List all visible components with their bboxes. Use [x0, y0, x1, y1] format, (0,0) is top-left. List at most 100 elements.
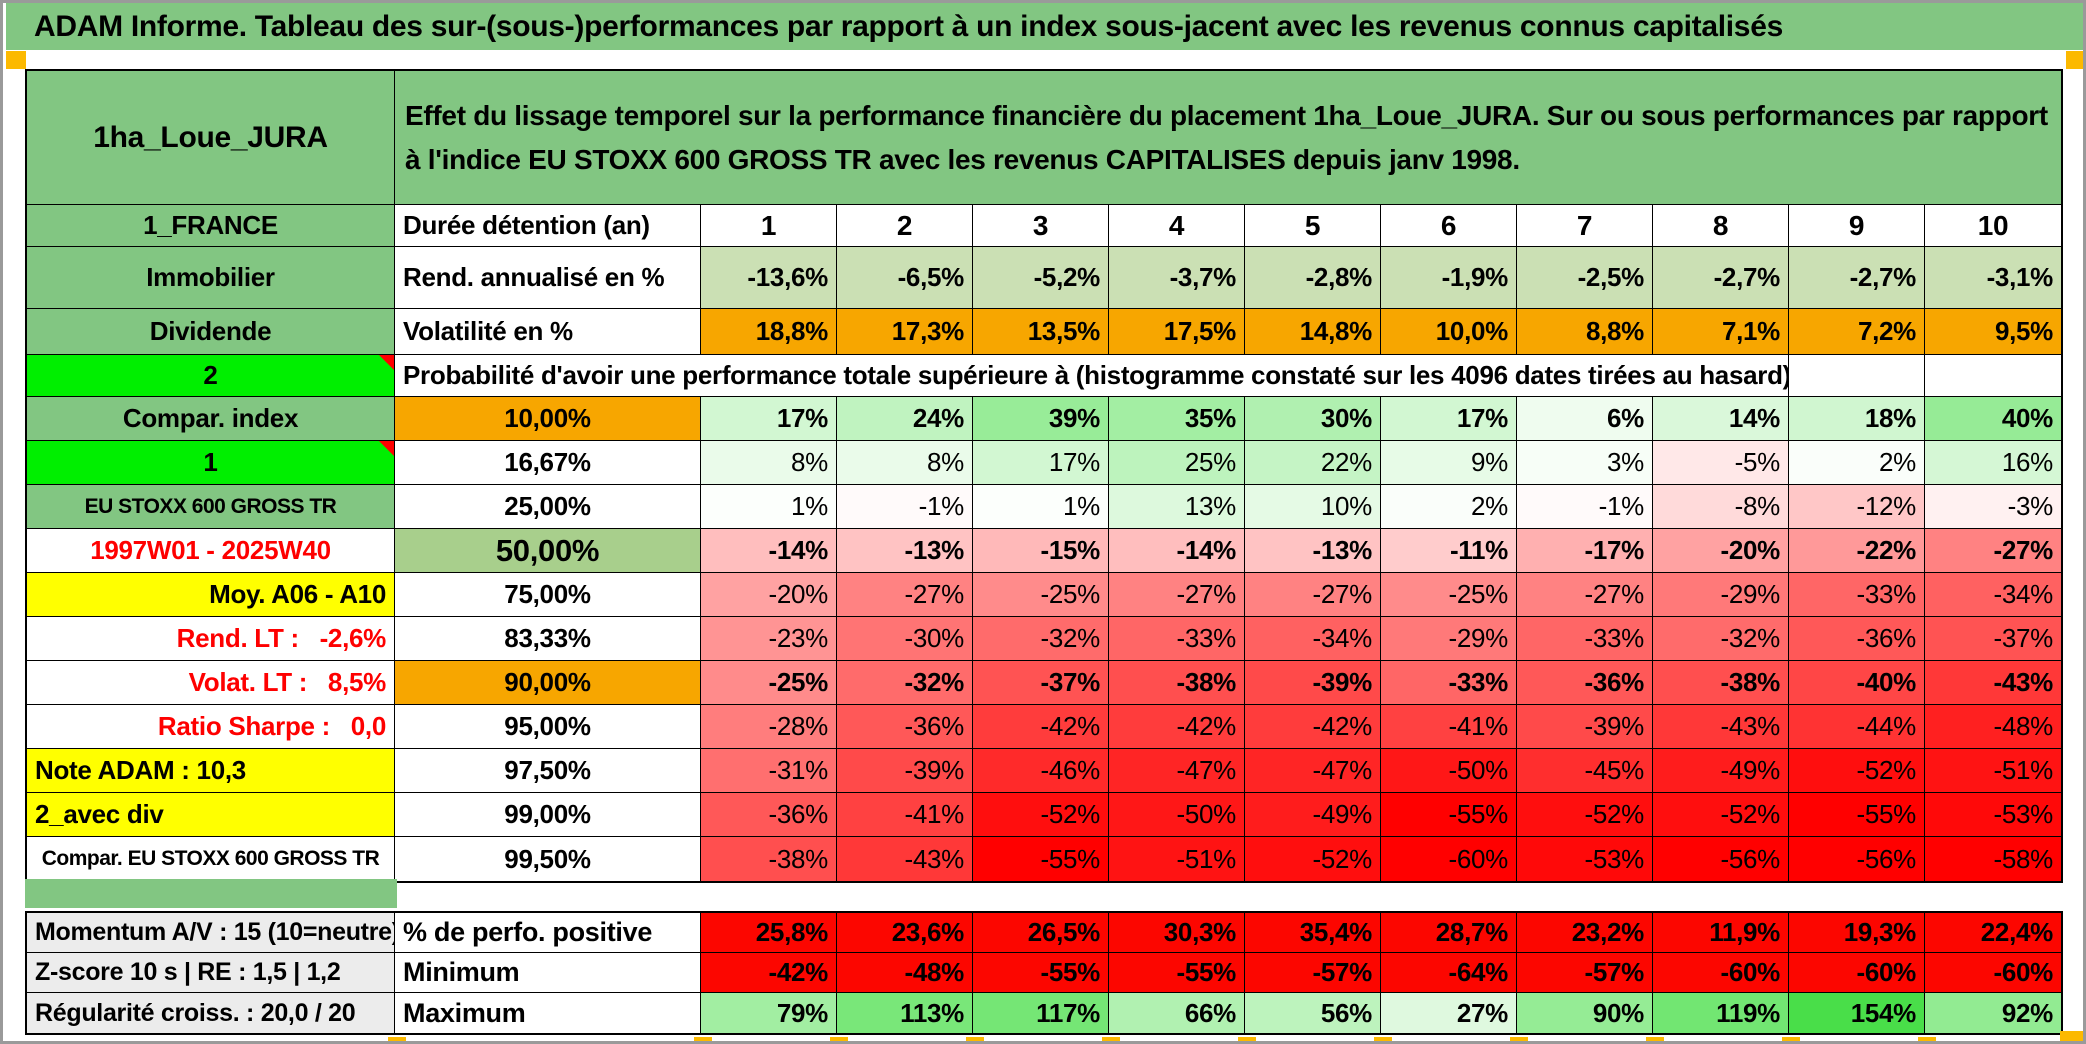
data-cell[interactable]: -38% [1653, 661, 1789, 705]
data-cell[interactable]: -48% [837, 953, 973, 993]
data-cell[interactable]: -53% [1517, 837, 1653, 881]
data-cell[interactable]: -20% [701, 573, 837, 617]
row-label-cell[interactable]: 2 [27, 355, 395, 397]
data-cell[interactable]: -3% [1925, 485, 2061, 529]
row-label-cell[interactable]: Volat. LT : 8,5% [27, 661, 395, 705]
data-cell[interactable]: -47% [1245, 749, 1381, 793]
row-label-cell[interactable]: Rend. LT : -2,6% [27, 617, 395, 661]
data-cell[interactable]: -39% [1517, 705, 1653, 749]
data-cell[interactable]: 9,5% [1925, 309, 2061, 355]
column-header-cell[interactable]: 8 [1653, 205, 1789, 247]
data-cell[interactable]: -25% [1381, 573, 1517, 617]
row-label-cell[interactable]: Immobilier [27, 247, 395, 309]
data-cell[interactable]: -13% [837, 529, 973, 573]
data-cell[interactable]: 8,8% [1517, 309, 1653, 355]
data-cell[interactable]: -55% [1109, 953, 1245, 993]
row-header-cell[interactable]: Rend. annualisé en % [395, 247, 701, 309]
row-label-cell[interactable]: 1997W01 - 2025W40 [27, 529, 395, 573]
data-cell[interactable]: -22% [1789, 529, 1925, 573]
data-cell[interactable]: -1% [837, 485, 973, 529]
data-cell[interactable]: 90% [1517, 993, 1653, 1033]
column-header-cell[interactable]: 5 [1245, 205, 1381, 247]
data-cell[interactable]: 79% [701, 993, 837, 1033]
data-cell[interactable]: 23,6% [837, 913, 973, 953]
data-cell[interactable]: -51% [1109, 837, 1245, 881]
data-cell[interactable]: -27% [1245, 573, 1381, 617]
data-cell[interactable]: -8% [1653, 485, 1789, 529]
data-cell[interactable]: -46% [973, 749, 1109, 793]
threshold-cell[interactable]: 75,00% [395, 573, 701, 617]
data-cell[interactable]: -29% [1653, 573, 1789, 617]
row-header-cell[interactable]: Maximum [395, 993, 701, 1033]
data-cell[interactable]: -55% [1789, 793, 1925, 837]
data-cell[interactable]: 3% [1517, 441, 1653, 485]
data-cell[interactable]: -42% [1245, 705, 1381, 749]
column-header-cell[interactable]: 3 [973, 205, 1109, 247]
data-cell[interactable]: -5,2% [973, 247, 1109, 309]
data-cell[interactable]: -20% [1653, 529, 1789, 573]
data-cell[interactable]: 8% [837, 441, 973, 485]
data-cell[interactable]: 30,3% [1109, 913, 1245, 953]
data-cell[interactable]: -50% [1109, 793, 1245, 837]
data-cell[interactable]: -38% [701, 837, 837, 881]
data-cell[interactable]: 1% [973, 485, 1109, 529]
data-cell[interactable]: -49% [1653, 749, 1789, 793]
data-cell[interactable]: -42% [973, 705, 1109, 749]
data-cell[interactable]: 24% [837, 397, 973, 441]
row-label-cell[interactable]: Momentum A/V : 15 (10=neutre) [27, 913, 395, 953]
data-cell[interactable]: 10,0% [1381, 309, 1517, 355]
threshold-cell[interactable]: 90,00% [395, 661, 701, 705]
data-cell[interactable]: 19,3% [1789, 913, 1925, 953]
row-label-cell[interactable]: Z-score 10 s | RE : 1,5 | 1,2 [27, 953, 395, 993]
data-cell[interactable]: -51% [1925, 749, 2061, 793]
empty-cell[interactable] [1925, 355, 2061, 397]
data-cell[interactable]: -27% [1109, 573, 1245, 617]
data-cell[interactable]: 13,5% [973, 309, 1109, 355]
threshold-cell[interactable]: 50,00% [395, 529, 701, 573]
data-cell[interactable]: 14% [1653, 397, 1789, 441]
data-cell[interactable]: -11% [1381, 529, 1517, 573]
data-cell[interactable]: -12% [1789, 485, 1925, 529]
data-cell[interactable]: -33% [1789, 573, 1925, 617]
column-header-cell[interactable]: 10 [1925, 205, 2061, 247]
data-cell[interactable]: -52% [1245, 837, 1381, 881]
data-cell[interactable]: -2,8% [1245, 247, 1381, 309]
data-cell[interactable]: -2,7% [1789, 247, 1925, 309]
column-header-cell[interactable]: 9 [1789, 205, 1925, 247]
data-cell[interactable]: -3,1% [1925, 247, 2061, 309]
data-cell[interactable]: -60% [1381, 837, 1517, 881]
data-cell[interactable]: -1,9% [1381, 247, 1517, 309]
data-cell[interactable]: -55% [973, 837, 1109, 881]
data-cell[interactable]: -30% [837, 617, 973, 661]
data-cell[interactable]: -36% [837, 705, 973, 749]
row-label-cell[interactable]: EU STOXX 600 GROSS TR [27, 485, 395, 529]
data-cell[interactable]: 25,8% [701, 913, 837, 953]
data-cell[interactable]: -6,5% [837, 247, 973, 309]
data-cell[interactable]: -60% [1925, 953, 2061, 993]
data-cell[interactable]: 14,8% [1245, 309, 1381, 355]
row-label-cell[interactable]: Compar. index [27, 397, 395, 441]
data-cell[interactable]: -31% [701, 749, 837, 793]
row-header-cell[interactable]: Volatilité en % [395, 309, 701, 355]
threshold-cell[interactable]: 99,50% [395, 837, 701, 881]
column-header-cell[interactable]: 7 [1517, 205, 1653, 247]
data-cell[interactable]: -27% [1517, 573, 1653, 617]
data-cell[interactable]: -56% [1789, 837, 1925, 881]
data-cell[interactable]: 17,5% [1109, 309, 1245, 355]
data-cell[interactable]: -3,7% [1109, 247, 1245, 309]
data-cell[interactable]: 10% [1245, 485, 1381, 529]
row-label-cell[interactable]: Compar. EU STOXX 600 GROSS TR [27, 837, 395, 881]
data-cell[interactable]: 22,4% [1925, 913, 2061, 953]
data-cell[interactable]: 7,1% [1653, 309, 1789, 355]
row-header-cell[interactable]: Minimum [395, 953, 701, 993]
data-cell[interactable]: -15% [973, 529, 1109, 573]
empty-cell[interactable] [1789, 355, 1925, 397]
data-cell[interactable]: -14% [701, 529, 837, 573]
row-label-cell[interactable]: Moy. A06 - A10 [27, 573, 395, 617]
row-label-cell[interactable]: Ratio Sharpe : 0,0 [27, 705, 395, 749]
data-cell[interactable]: -1% [1517, 485, 1653, 529]
data-cell[interactable]: -33% [1109, 617, 1245, 661]
data-cell[interactable]: -39% [1245, 661, 1381, 705]
data-cell[interactable]: -49% [1245, 793, 1381, 837]
data-cell[interactable]: -29% [1381, 617, 1517, 661]
